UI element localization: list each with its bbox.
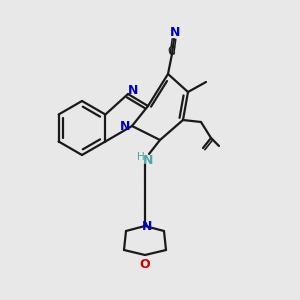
Text: N: N (170, 26, 180, 38)
Text: N: N (128, 85, 138, 98)
Text: O: O (140, 257, 150, 271)
Text: N: N (120, 121, 130, 134)
Text: H: H (137, 152, 145, 162)
Text: N: N (143, 154, 153, 166)
Text: C: C (167, 46, 175, 56)
Text: N: N (142, 220, 152, 232)
